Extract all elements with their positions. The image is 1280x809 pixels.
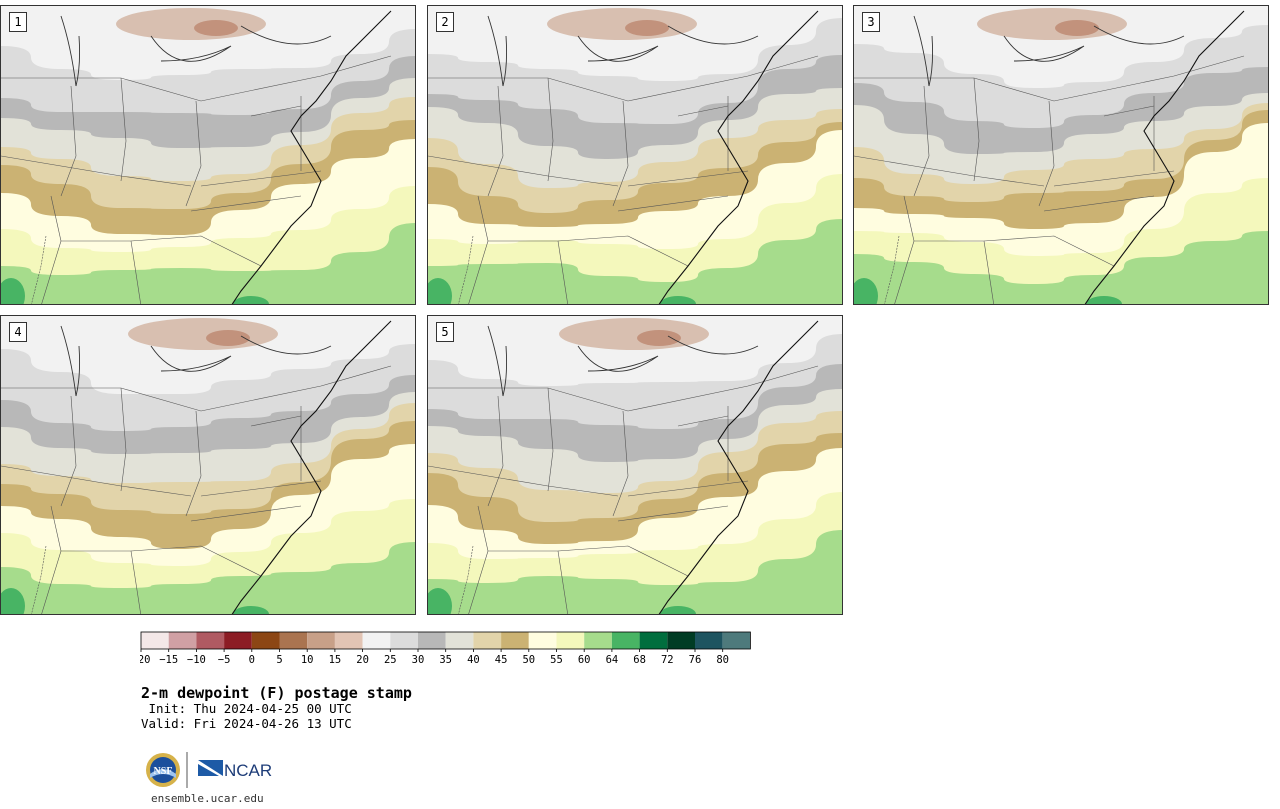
colorbar-swatch [334, 632, 363, 649]
site-url: ensemble.ucar.edu [151, 792, 264, 805]
colorbar-tick-label: 30 [412, 654, 425, 666]
logos: NSF NCAR [146, 752, 272, 788]
colorbar-tick-label: 10 [301, 654, 314, 666]
colorbar-tick-label: 40 [467, 654, 480, 666]
colorbar-swatch [251, 632, 280, 649]
colorbar-tick-label: 72 [661, 654, 674, 666]
colorbar-swatch [584, 632, 612, 649]
panel-label: 1 [9, 12, 27, 32]
colorbar-tick-label: 80 [716, 654, 729, 666]
valid-time: Valid: Fri 2024-04-26 13 UTC [141, 716, 352, 731]
nsf-logo-icon: NSF [146, 753, 180, 787]
colorbar-tick-label: 64 [606, 654, 619, 666]
colorbar-swatch [473, 632, 502, 649]
map-panel-3: 3 [853, 5, 1269, 305]
colorbar-tick-label: 25 [384, 654, 397, 666]
colorbar-swatch [168, 632, 197, 649]
colorbar-tick-label: 35 [439, 654, 452, 666]
colorbar-swatch [445, 632, 474, 649]
ncar-logo-icon: NCAR [198, 760, 272, 780]
colorbar-swatch [501, 632, 529, 649]
map-panel-4: 4 [0, 315, 416, 615]
colorbar-swatch [418, 632, 446, 649]
colorbar-swatch [722, 632, 751, 649]
colorbar-swatch [695, 632, 723, 649]
colorbar-swatch [141, 632, 169, 649]
map-panel-1: 1 [0, 5, 416, 305]
colorbar-swatch [639, 632, 668, 649]
colorbar-swatch [224, 632, 252, 649]
figure-title: 2-m dewpoint (F) postage stamp [141, 684, 412, 702]
svg-text:NSF: NSF [154, 766, 173, 777]
dewpoint-field [428, 6, 842, 304]
svg-text:NCAR: NCAR [224, 761, 272, 780]
colorbar-swatch [390, 632, 418, 649]
colorbar-tick-label: −10 [187, 654, 206, 666]
map-panel-2: 2 [427, 5, 843, 305]
colorbar-tick-label: −20 [140, 654, 150, 666]
colorbar-swatch [556, 632, 585, 649]
colorbar-swatch [362, 632, 391, 649]
colorbar-tick-label: 55 [550, 654, 563, 666]
colorbar-tick-label: 15 [329, 654, 342, 666]
dewpoint-field [428, 316, 842, 614]
colorbar-tick-label: −5 [218, 654, 231, 666]
colorbar-swatch [667, 632, 695, 649]
colorbar: −20 −15 −10 −5 0 5 10 15 20 25 30 35 40 45 50 55 60 64 68 7… [140, 631, 751, 666]
colorbar-swatch [307, 632, 335, 649]
colorbar-swatch [611, 632, 640, 649]
colorbar-tick-label: 20 [356, 654, 369, 666]
panel-label: 5 [436, 322, 454, 342]
map-panel-5: 5 [427, 315, 843, 615]
colorbar-swatch [279, 632, 308, 649]
dewpoint-field [1, 6, 415, 304]
panel-label: 3 [862, 12, 880, 32]
colorbar-tick-label: 68 [633, 654, 646, 666]
panel-label: 4 [9, 322, 27, 342]
colorbar-tick-label: 45 [495, 654, 508, 666]
colorbar-tick-label: 0 [249, 654, 255, 666]
dewpoint-field [1, 316, 415, 614]
colorbar-tick-label: −15 [159, 654, 178, 666]
init-time: Init: Thu 2024-04-25 00 UTC [141, 701, 352, 716]
colorbar-tick-label: 5 [276, 654, 282, 666]
colorbar-tick-label: 76 [689, 654, 702, 666]
colorbar-swatch [196, 632, 225, 649]
colorbar-tick-label: 60 [578, 654, 591, 666]
colorbar-swatch [528, 632, 557, 649]
colorbar-tick-label: 50 [522, 654, 535, 666]
dewpoint-field [854, 6, 1268, 304]
panel-label: 2 [436, 12, 454, 32]
